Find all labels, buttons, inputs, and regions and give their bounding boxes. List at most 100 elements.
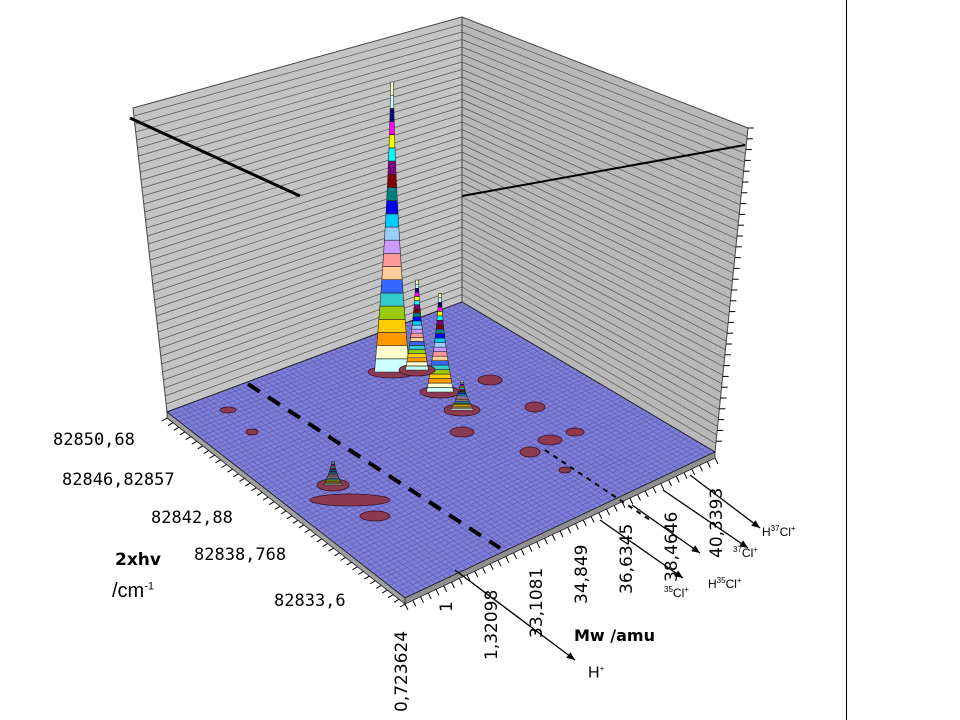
wall-gridline (461, 106, 738, 231)
x-tick-label: 0,723624 (392, 630, 412, 712)
peak-band (431, 355, 449, 361)
front-left-tick (280, 510, 287, 515)
wall-gridline (461, 249, 722, 393)
front-left-tick (173, 426, 180, 431)
wall-diagonal-line (461, 144, 746, 197)
peak-band (414, 287, 420, 293)
front-right-tick (466, 574, 471, 582)
front-left-tick (227, 468, 233, 473)
peak-band (412, 316, 422, 322)
wall-gridline (461, 196, 728, 333)
y-axis-title: 2xhv (115, 550, 161, 570)
floor-feature (245, 428, 259, 436)
peak-band (411, 324, 423, 330)
front-right-tick (559, 530, 564, 538)
front-right-tick (489, 563, 494, 571)
floor-feature (565, 427, 585, 437)
wall-gridline (461, 136, 735, 265)
wall-gridline (461, 114, 737, 240)
wall-gridline (461, 204, 727, 342)
wall-gridline (144, 114, 463, 213)
peak-band (426, 387, 454, 393)
front-left-tick (191, 440, 198, 445)
front-left-tick (161, 417, 168, 422)
floor-feature (309, 493, 391, 507)
peak-band (437, 297, 443, 303)
front-right-tick (482, 567, 486, 574)
wall-gridline (153, 189, 463, 293)
x-tick-label: 34,849 (572, 544, 592, 604)
x-tick-label: 1 (437, 601, 457, 612)
peak-band (405, 365, 429, 371)
wall-gridline (145, 121, 463, 221)
wall-gridline (140, 76, 463, 173)
wall-gridline (165, 286, 463, 397)
front-left-tick (364, 575, 370, 580)
front-right-tick (435, 589, 440, 596)
x-tick-label: 36,6345 (617, 523, 637, 594)
front-left-tick (292, 519, 299, 524)
wall-gridline (154, 196, 463, 301)
y-tick-label: 82842,88 (151, 508, 233, 528)
front-left-tick (346, 561, 352, 566)
wall-gridline (461, 39, 746, 154)
front-right-tick (598, 512, 603, 519)
front-right-tick (497, 559, 502, 567)
wall-gridline (138, 61, 463, 157)
peak-band (437, 306, 443, 312)
front-right-tick (575, 523, 579, 530)
peak-band (409, 341, 425, 346)
peak-band (407, 349, 427, 354)
wall-gridline (146, 129, 463, 229)
peak-band (436, 319, 444, 326)
wall-gridline (461, 234, 723, 376)
wall-gridline (461, 91, 740, 214)
front-right-tick (683, 472, 688, 479)
wall-gridline (140, 84, 463, 181)
species-label: 37Cl+ (733, 545, 758, 560)
peak-band (388, 134, 396, 149)
floor-gridline (417, 318, 669, 475)
wall-gridline (461, 226, 724, 368)
peak-band (413, 300, 421, 305)
peak-band (408, 345, 426, 350)
isotope-mass: 37 (770, 524, 780, 533)
annotation-arrow-line (689, 474, 761, 529)
floor-gridline (392, 444, 703, 589)
wall-gridline (461, 189, 729, 325)
peak-band (384, 226, 400, 241)
floor-gridline (369, 429, 678, 571)
species-label: 35Cl+ (664, 585, 689, 600)
floor-dashed-line (544, 449, 651, 521)
front-left-tick (256, 491, 263, 496)
floor-gridline (396, 446, 707, 593)
wall-gridline (461, 286, 717, 436)
y-axis-unit-exponent: -1 (144, 580, 154, 593)
peak-band (437, 302, 443, 308)
wall-gridline (133, 24, 463, 117)
front-right-tick (660, 483, 665, 490)
x-tick-label: 38,4646 (662, 511, 682, 582)
annotation-arrowhead (566, 652, 575, 660)
annotation-arrowhead (674, 570, 683, 578)
floor-feature (359, 510, 391, 522)
wall-gridline (136, 46, 463, 141)
floor-feature (558, 466, 572, 474)
front-left-tick (340, 557, 346, 561)
floor-dashed-line (246, 382, 502, 550)
front-right-tick (668, 479, 672, 487)
front-left-tick (179, 431, 186, 436)
front-left-tick (369, 580, 376, 585)
front-left-tick (221, 464, 227, 468)
peak-band (382, 253, 402, 267)
front-right-tick (451, 581, 455, 589)
charge: + (684, 585, 689, 594)
peak-band (414, 292, 420, 297)
peak-band (435, 324, 445, 330)
surface-peaks (316, 81, 481, 492)
wall-gridline (461, 46, 745, 163)
peak-band (375, 345, 409, 360)
wall-gridline (143, 106, 463, 205)
front-right-tick (567, 527, 572, 534)
wall-gridline (461, 294, 717, 444)
